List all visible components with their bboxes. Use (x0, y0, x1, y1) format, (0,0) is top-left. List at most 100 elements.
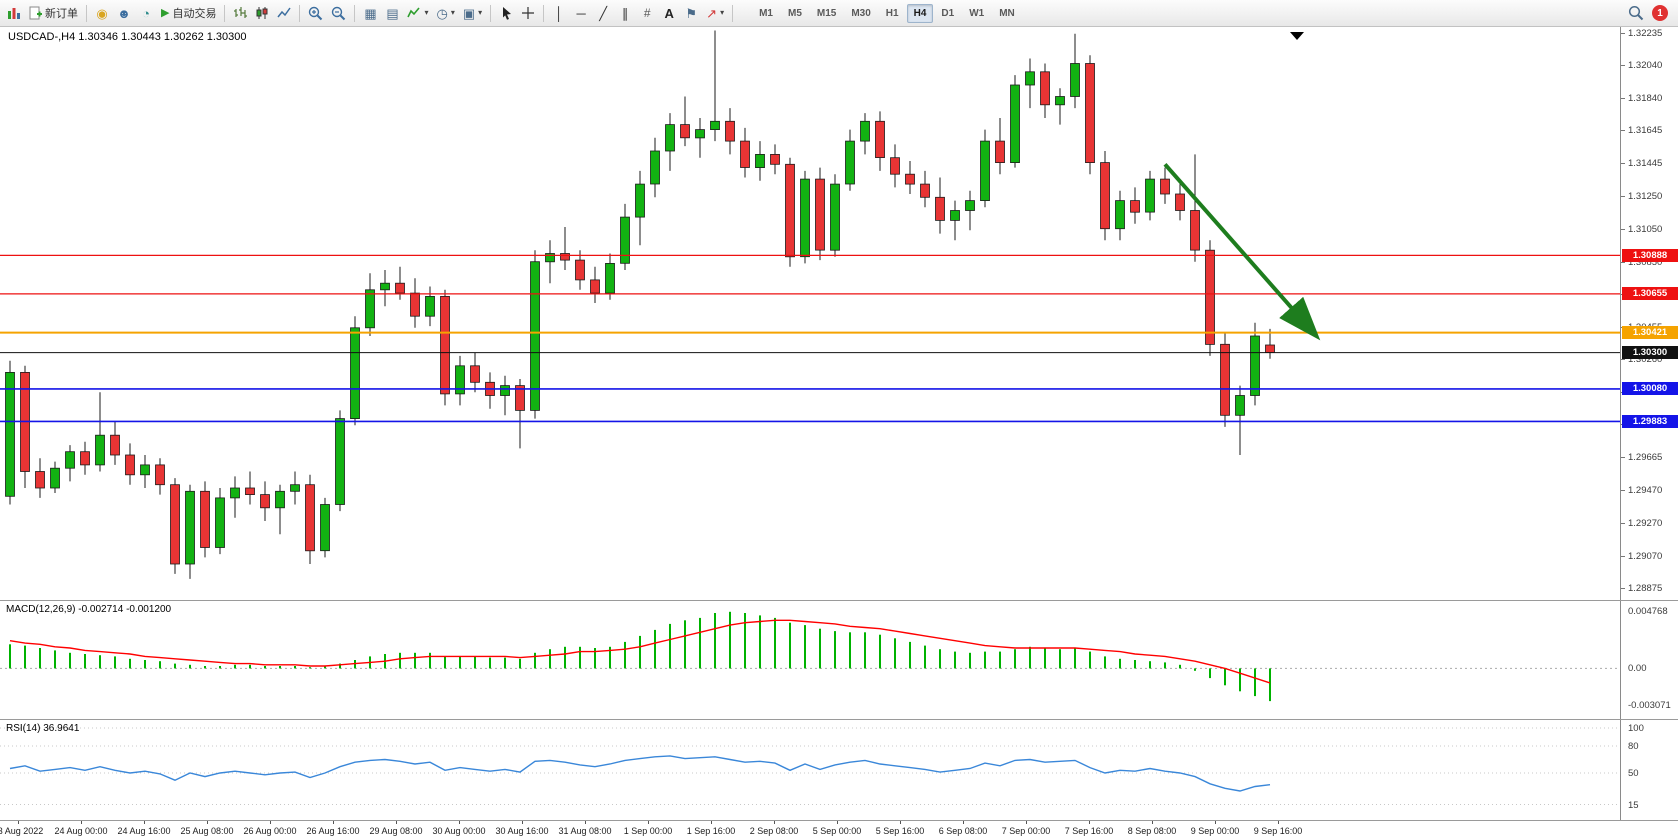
price-axis[interactable]: 1.32235 1.32040 1.31840 1.31645 1.31445 1.312… (1620, 27, 1678, 820)
zoom-out-icon (332, 6, 346, 20)
price-tick (1621, 196, 1625, 197)
cursor-icon (502, 7, 511, 20)
mini-chart-icon (8, 8, 20, 19)
price-tick (1621, 229, 1625, 230)
search-icon[interactable] (1628, 5, 1644, 21)
price-tick-label: 1.29470 (1628, 485, 1663, 496)
time-axis[interactable]: 23 Aug 2022 24 Aug 00:00 24 Aug 16:00 25 Au… (0, 820, 1620, 840)
chart-list-button[interactable]: ▤ (382, 2, 402, 24)
timeframe-group: M1 M5 M15 M30 H1 H4 D1 W1 MN (752, 3, 1022, 23)
time-tick (1089, 820, 1090, 824)
trendline-icon: ╱ (599, 5, 608, 21)
text-icon: A (664, 5, 674, 21)
horizontal-line-icon: ─ (576, 5, 586, 21)
new-order-button[interactable]: 新订单 (26, 2, 81, 24)
time-tick (1278, 820, 1279, 824)
timeframe-button-h4[interactable]: H4 (906, 3, 934, 23)
text-label-button[interactable]: ⚑ (681, 2, 701, 24)
bars-chart-button[interactable] (230, 2, 250, 24)
auto-trading-label: 自动交易 (172, 8, 217, 20)
vertical-line-button[interactable]: │ (549, 2, 569, 24)
symbol-info: USDCAD-,H4 1.30346 1.30443 1.30262 1.303… (8, 31, 247, 43)
channel-button[interactable]: ∥ (615, 2, 635, 24)
time-tick (18, 820, 19, 824)
macd-scale-label: 0.00 (1628, 663, 1647, 674)
time-tick (900, 820, 901, 824)
time-tick (585, 820, 586, 824)
timeframe-button-w1[interactable]: W1 (969, 7, 985, 19)
time-tick (207, 820, 208, 824)
rsi-scale-label: 80 (1628, 741, 1639, 752)
timeframe-button-h1[interactable]: H1 (885, 7, 899, 19)
panel-separator (0, 820, 1678, 821)
price-chart-canvas[interactable] (0, 27, 1620, 600)
price-tick-label: 1.31445 (1628, 158, 1663, 169)
templates-button[interactable]: ▣ ▾ (460, 2, 485, 24)
price-line-label: 1.29883 (1622, 415, 1678, 428)
periods-button[interactable]: ◷ ▾ (433, 2, 457, 24)
template-icon: ▣ (462, 5, 476, 21)
time-tick (1215, 820, 1216, 824)
time-label: 26 Aug 00:00 (243, 826, 297, 836)
new-order-label: 新订单 (45, 8, 78, 20)
tile-windows-button[interactable]: ▦ (360, 2, 380, 24)
auto-trading-button[interactable]: ▶ 自动交易 (158, 2, 219, 24)
label-flag-icon: ⚑ (685, 5, 697, 21)
toolbar-separator (490, 4, 492, 22)
timeframe-button-m1[interactable]: M1 (759, 7, 773, 19)
price-tick-label: 1.28875 (1628, 583, 1663, 594)
arrows-button[interactable]: ↗ ▾ (703, 2, 727, 24)
horizontal-line-button[interactable]: ─ (571, 2, 591, 24)
vertical-line-icon: │ (555, 5, 564, 21)
line-chart-button[interactable] (274, 2, 294, 24)
community-button[interactable]: ◔ (136, 2, 156, 24)
fibonacci-button[interactable]: # (637, 2, 657, 24)
rsi-scale-label: 15 (1628, 800, 1639, 811)
indicators-list-button[interactable]: ▾ (404, 2, 431, 24)
zoom-in-button[interactable] (305, 2, 326, 24)
zoom-in-icon (309, 6, 323, 20)
price-tick-label: 1.30850 (1628, 257, 1663, 268)
timeframe-button-m15[interactable]: M15 (816, 7, 837, 19)
notification-badge[interactable]: 1 (1652, 5, 1668, 21)
price-tick-label: 1.29070 (1628, 551, 1663, 562)
toolbar-separator (86, 4, 87, 22)
panel-separator[interactable] (0, 600, 1678, 601)
rsi-label: RSI(14) 36.9641 (6, 723, 80, 734)
indicators-compass-button[interactable]: ◉ (92, 2, 112, 24)
compass-icon: ◉ (96, 5, 108, 21)
chevron-down-icon: ▾ (478, 8, 483, 17)
time-tick (81, 820, 82, 824)
time-tick (774, 820, 775, 824)
profile-button[interactable]: ☻ (114, 2, 134, 24)
time-label: 1 Sep 16:00 (686, 826, 736, 836)
timeframe-button-m30[interactable]: M30 (851, 7, 871, 19)
price-tick-label: 1.31250 (1628, 191, 1663, 202)
macd-panel-canvas[interactable] (0, 601, 1620, 719)
timeframe-button-d1[interactable]: D1 (941, 7, 955, 19)
text-button[interactable]: A (659, 2, 679, 24)
macd-label: MACD(12,26,9) -0.002714 -0.001200 (6, 604, 172, 615)
cursor-button[interactable] (496, 2, 516, 24)
line-chart-icon (277, 7, 292, 18)
crosshair-button[interactable] (518, 2, 538, 24)
rsi-scale-label: 50 (1628, 768, 1639, 779)
crosshair-icon (522, 7, 535, 19)
price-tick (1621, 98, 1625, 99)
price-tick (1621, 523, 1625, 524)
time-label: 5 Sep 00:00 (812, 826, 862, 836)
panel-separator[interactable] (0, 719, 1678, 720)
time-label: 5 Sep 16:00 (875, 826, 925, 836)
zoom-out-button[interactable] (328, 2, 349, 24)
candlestick-chart-button[interactable] (252, 2, 272, 24)
rsi-panel-canvas[interactable] (0, 720, 1620, 820)
time-tick (459, 820, 460, 824)
timeframe-button-mn[interactable]: MN (999, 7, 1015, 19)
timeframe-button-m5[interactable]: M5 (787, 7, 802, 19)
trendline-button[interactable]: ╱ (593, 2, 613, 24)
macd-scale-label: 0.004768 (1628, 606, 1668, 617)
time-tick (648, 820, 649, 824)
time-tick (1152, 820, 1153, 824)
price-tick-label: 1.31050 (1628, 224, 1663, 235)
time-label: 8 Sep 08:00 (1127, 826, 1177, 836)
